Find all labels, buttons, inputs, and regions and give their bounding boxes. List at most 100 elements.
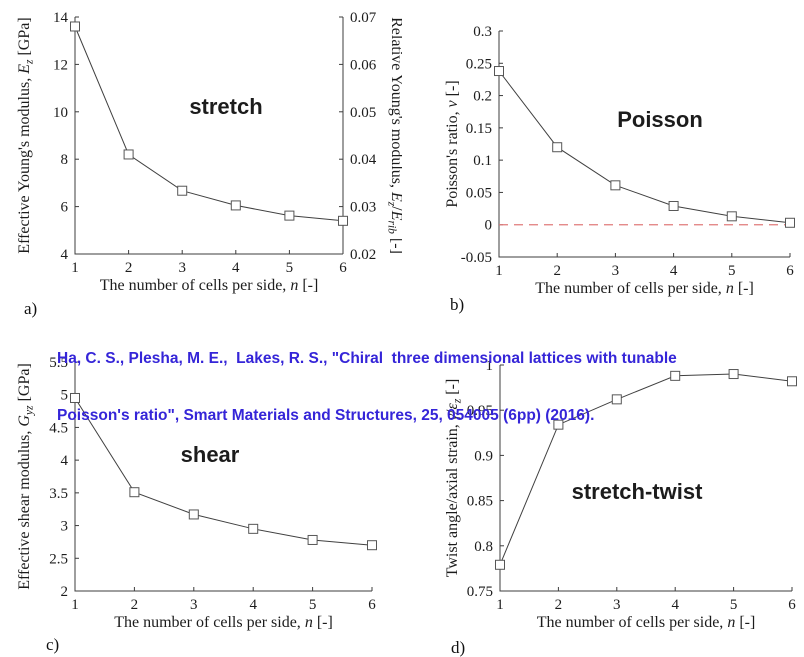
y-tick-label: 4	[61, 247, 69, 263]
annotation-label: shear	[181, 442, 240, 467]
x-tick-label: 1	[495, 263, 503, 279]
data-point-marker	[787, 376, 797, 387]
y-tick-label: 2	[61, 584, 69, 600]
x-tick-label: 1	[496, 597, 504, 613]
x-tick-label: 6	[788, 597, 796, 613]
chart-poisson: -0.05 0 0.05 0.1 0.15 0.2 0.25 0.3 1 2 3 4 5 6 The num…	[444, 24, 795, 297]
y-tick-label: 0.25	[466, 56, 492, 72]
y-tick-label: 0.05	[466, 185, 492, 201]
y-tick-label: 5.5	[49, 355, 68, 371]
y-tick-label: 4.5	[49, 420, 68, 436]
y2-tick-label: 0.02	[350, 247, 376, 263]
y-tick-label: 3	[61, 519, 69, 535]
y-ticks: 2 2.5 3 3.5 4 4.5 5 5.5	[49, 355, 79, 600]
x-tick-label: 3	[190, 597, 198, 613]
data-point-marker	[670, 370, 681, 381]
x-tick-label: 3	[612, 263, 620, 279]
x-tick-label: 1	[71, 597, 79, 613]
data-point-marker	[248, 523, 259, 534]
data-points	[494, 66, 795, 228]
citation-line-2: Poisson's ratio", Smart Materials and St…	[57, 407, 595, 424]
x-tick-label: 4	[671, 597, 679, 613]
x-ticks: 1 2 3 4 5 6	[71, 250, 347, 276]
panel-label-a: a)	[24, 299, 38, 318]
y2-tick-label: 0.04	[350, 152, 377, 168]
data-point-marker	[177, 185, 188, 196]
x-tick-label: 6	[339, 260, 347, 276]
data-point-marker	[338, 215, 348, 226]
x-tick-label: 3	[178, 260, 186, 276]
annotation-label: Poisson	[617, 107, 703, 132]
series-line	[499, 373, 793, 565]
y2-tick-label: 0.03	[350, 200, 376, 216]
y-axis-label: Twist angle/axial strain, γ/εz [-]	[444, 379, 464, 578]
data-point-marker	[610, 180, 621, 191]
x-tick-label: 6	[786, 263, 794, 279]
data-point-marker	[230, 200, 241, 211]
data-point-marker	[611, 394, 622, 405]
y-tick-label: 12	[53, 57, 68, 73]
x-tick-label: 5	[309, 597, 317, 613]
y-tick-label: 0.8	[474, 539, 493, 555]
y-tick-label: 4	[61, 453, 69, 469]
y2-ticks: 0.02 0.03 0.04 0.05 0.06 0.07	[339, 10, 377, 263]
series-line	[74, 397, 373, 546]
y-tick-label: 0.9	[474, 448, 493, 464]
y2-tick-label: 0.07	[350, 10, 377, 26]
y-tick-label: 10	[53, 105, 68, 121]
data-point-marker	[552, 142, 563, 153]
x-tick-label: 4	[232, 260, 240, 276]
x-tick-label: 2	[131, 597, 139, 613]
data-points	[70, 392, 377, 551]
data-point-marker	[494, 66, 504, 77]
series-line	[74, 26, 344, 222]
y-ticks: 4 6 8 10 12 14	[53, 10, 79, 263]
citation-line-1: Ha, C. S., Plesha, M. E., Lakes, R. S., …	[57, 350, 677, 367]
data-point-marker	[728, 369, 739, 380]
x-tick-label: 4	[249, 597, 257, 613]
y2-axis-label: Relative Young's modulus, Ez/Erib [-]	[386, 17, 403, 254]
panel-label-c: c)	[46, 635, 60, 654]
x-tick-label: 5	[730, 597, 738, 613]
data-points	[70, 21, 348, 226]
data-points	[495, 369, 797, 570]
y-tick-label: 8	[61, 152, 69, 168]
x-tick-label: 2	[553, 263, 561, 279]
series-line	[498, 70, 791, 224]
y-tick-label: 0.75	[467, 584, 493, 600]
data-point-marker	[70, 392, 80, 403]
y-tick-label: 5	[61, 388, 69, 404]
data-point-marker	[307, 534, 318, 545]
y-tick-label: 0	[485, 218, 493, 234]
x-tick-label: 5	[728, 263, 736, 279]
y-tick-label: 14	[53, 10, 69, 26]
x-axis-label: The number of cells per side, n [-]	[537, 614, 756, 631]
x-tick-label: 2	[125, 260, 133, 276]
y-tick-label: 0.15	[466, 121, 492, 137]
chart-stretch-twist: 0.75 0.8 0.85 0.9 0.95 1 1 2 3 4 5 6 The number of c…	[444, 358, 797, 631]
y-tick-label: 0.3	[473, 24, 492, 40]
x-axis-label: The number of cells per side, n [-]	[100, 277, 319, 294]
data-point-marker	[123, 149, 134, 160]
x-ticks: 1 2 3 4 5 6	[71, 587, 376, 613]
y-axis-label: Effective shear modulus, Gyz [GPa]	[16, 363, 36, 590]
data-point-marker	[553, 419, 564, 430]
x-tick-label: 1	[71, 260, 79, 276]
x-ticks: 1 2 3 4 5 6	[496, 587, 796, 613]
x-tick-label: 5	[286, 260, 294, 276]
y-ticks: -0.05 0 0.05 0.1 0.15 0.2 0.25 0.3	[461, 24, 503, 266]
citation: Ha, C. S., Plesha, M. E., Lakes, R. S., …	[57, 311, 677, 463]
annotation-label: stretch	[189, 94, 262, 119]
y2-tick-label: 0.06	[350, 57, 377, 73]
x-axis-label: The number of cells per side, n [-]	[114, 614, 333, 631]
panel-label-d: d)	[451, 638, 466, 657]
data-point-marker	[129, 487, 140, 498]
data-point-marker	[785, 217, 795, 228]
y-tick-label: 0.95	[467, 403, 493, 419]
x-ticks: 1 2 3 4 5 6	[495, 253, 794, 279]
x-axis-label: The number of cells per side, n [-]	[535, 280, 754, 297]
data-point-marker	[495, 559, 505, 570]
